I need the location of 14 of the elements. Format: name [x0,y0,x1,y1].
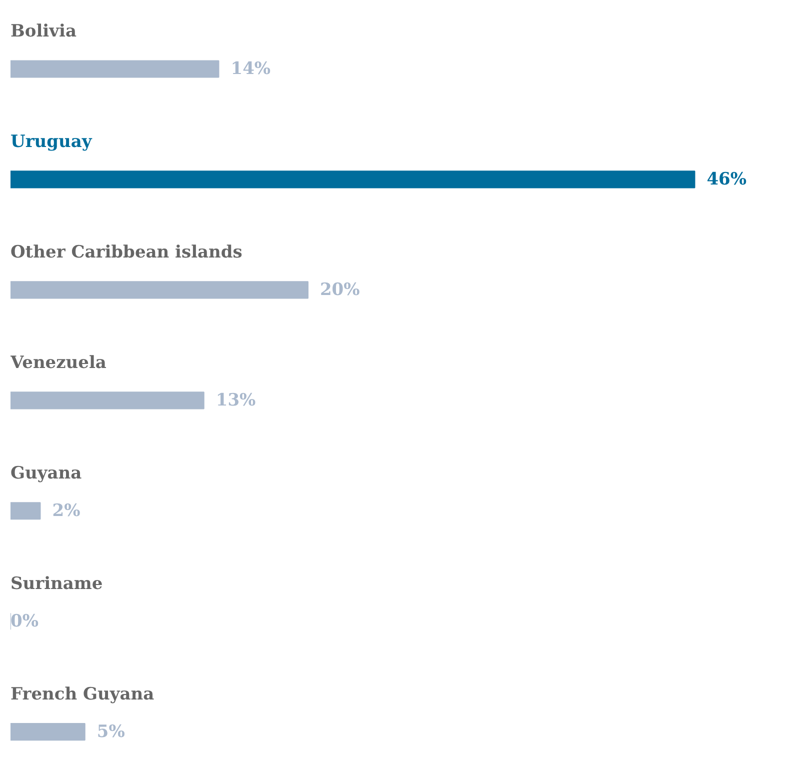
y-tick-label: Bolivia [10,21,76,42]
y-tick-label: Uruguay [10,132,93,152]
y-tick-label: Other Caribbean islands [10,242,242,262]
data-label: 46% [706,169,747,190]
data-label: 2% [52,500,80,521]
y-tick-label: French Guyana [10,684,154,704]
y-tick-label: Guyana [10,463,82,484]
data-label: 20% [320,280,360,300]
data-label: 13% [216,390,256,410]
data-label: 5% [96,722,125,742]
y-tick-label: Venezuela [10,352,106,373]
y-tick-label: Suriname [10,574,103,594]
data-label: 14% [230,58,271,79]
data-label: 0% [10,611,38,632]
